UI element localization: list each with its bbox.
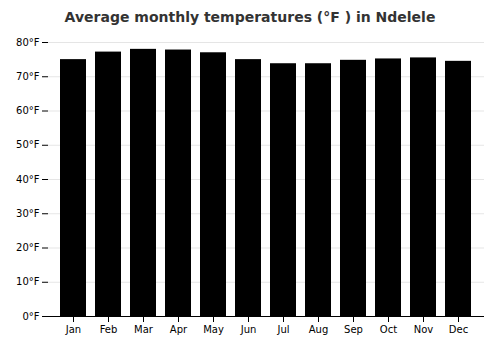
svg-text:30°F: 30°F bbox=[16, 208, 40, 219]
svg-text:50°F: 50°F bbox=[16, 139, 40, 150]
svg-text:40°F: 40°F bbox=[16, 174, 40, 185]
svg-text:10°F: 10°F bbox=[16, 276, 40, 287]
svg-text:0°F: 0°F bbox=[22, 311, 39, 322]
svg-text:70°F: 70°F bbox=[16, 71, 40, 82]
svg-text:May: May bbox=[203, 324, 224, 335]
svg-text:60°F: 60°F bbox=[16, 105, 40, 116]
svg-text:Aug: Aug bbox=[309, 324, 329, 335]
svg-text:Oct: Oct bbox=[380, 324, 397, 335]
svg-text:20°F: 20°F bbox=[16, 242, 40, 253]
html-text:Average monthly temperatures (: Average monthly temperatures (°F ) in Nd… bbox=[64, 9, 436, 25]
svg-text:80°F: 80°F bbox=[16, 37, 40, 48]
svg-text:Nov: Nov bbox=[414, 324, 434, 335]
svg-text:Dec: Dec bbox=[449, 324, 468, 335]
svg-text:Sep: Sep bbox=[344, 324, 363, 335]
svg-text:Apr: Apr bbox=[170, 324, 188, 335]
svg-text:Jan: Jan bbox=[65, 324, 81, 335]
svg-text:Jun: Jun bbox=[240, 324, 257, 335]
svg-text:Feb: Feb bbox=[100, 324, 118, 335]
svg-text:Mar: Mar bbox=[134, 324, 154, 335]
svg-text:Jul: Jul bbox=[276, 324, 289, 335]
